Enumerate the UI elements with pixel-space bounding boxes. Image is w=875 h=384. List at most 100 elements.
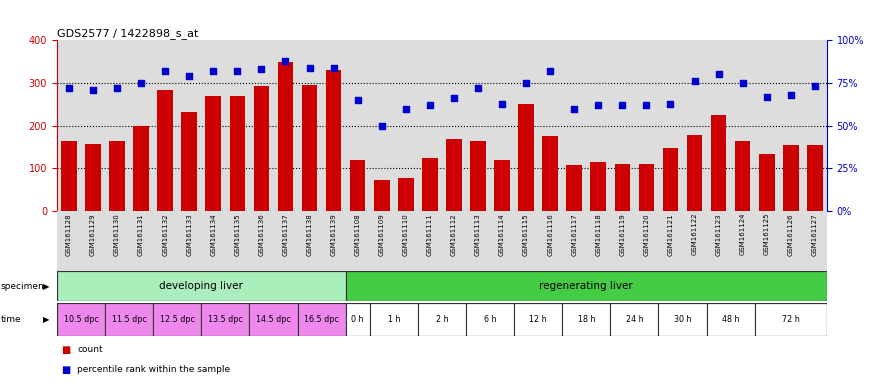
Bar bbox=[206, 96, 221, 211]
Bar bbox=[158, 90, 173, 211]
Bar bbox=[57, 271, 346, 301]
Text: GSM161132: GSM161132 bbox=[162, 213, 168, 256]
Text: 1 h: 1 h bbox=[388, 315, 400, 324]
Text: GSM161136: GSM161136 bbox=[258, 213, 264, 256]
Point bbox=[447, 95, 461, 101]
Point bbox=[399, 106, 413, 112]
Text: GSM161117: GSM161117 bbox=[571, 213, 578, 256]
Bar bbox=[470, 141, 486, 211]
Bar bbox=[807, 145, 822, 211]
Text: 24 h: 24 h bbox=[626, 315, 643, 324]
Bar bbox=[61, 141, 77, 211]
Point bbox=[351, 97, 365, 103]
Bar bbox=[466, 303, 514, 336]
Point bbox=[134, 80, 148, 86]
Bar bbox=[639, 164, 654, 211]
Text: GSM161134: GSM161134 bbox=[210, 213, 216, 256]
Bar bbox=[591, 162, 606, 211]
Point bbox=[567, 106, 581, 112]
Text: GSM161113: GSM161113 bbox=[475, 213, 481, 256]
Text: 11.5 dpc: 11.5 dpc bbox=[112, 315, 146, 324]
Point bbox=[326, 65, 340, 71]
Bar bbox=[754, 303, 827, 336]
Text: GSM161116: GSM161116 bbox=[547, 213, 553, 256]
Text: 0 h: 0 h bbox=[352, 315, 364, 324]
Text: 16.5 dpc: 16.5 dpc bbox=[304, 315, 339, 324]
Bar bbox=[326, 70, 341, 211]
Point bbox=[663, 101, 677, 107]
Point bbox=[86, 87, 100, 93]
Text: GSM161127: GSM161127 bbox=[812, 213, 818, 256]
Bar bbox=[298, 303, 346, 336]
Bar bbox=[542, 136, 558, 211]
Text: 48 h: 48 h bbox=[722, 315, 739, 324]
Text: 72 h: 72 h bbox=[782, 315, 800, 324]
Point bbox=[784, 92, 798, 98]
Text: GSM161126: GSM161126 bbox=[788, 213, 794, 256]
Point bbox=[110, 85, 124, 91]
Text: 6 h: 6 h bbox=[484, 315, 496, 324]
Point bbox=[519, 80, 533, 86]
Text: GSM161137: GSM161137 bbox=[283, 213, 289, 256]
Text: 18 h: 18 h bbox=[578, 315, 595, 324]
Point bbox=[62, 85, 76, 91]
Bar bbox=[707, 303, 754, 336]
Text: 10.5 dpc: 10.5 dpc bbox=[64, 315, 98, 324]
Bar bbox=[687, 135, 703, 211]
Text: 12.5 dpc: 12.5 dpc bbox=[160, 315, 194, 324]
Text: GSM161109: GSM161109 bbox=[379, 213, 385, 256]
Bar bbox=[181, 112, 197, 211]
Text: 14.5 dpc: 14.5 dpc bbox=[256, 315, 290, 324]
Point bbox=[615, 102, 629, 108]
Point bbox=[278, 58, 292, 64]
Point bbox=[374, 123, 388, 129]
Point bbox=[543, 68, 557, 74]
Point bbox=[423, 102, 437, 108]
Text: percentile rank within the sample: percentile rank within the sample bbox=[77, 365, 230, 374]
Bar bbox=[346, 303, 370, 336]
Text: regenerating liver: regenerating liver bbox=[539, 281, 634, 291]
Bar bbox=[566, 165, 582, 211]
Text: time: time bbox=[1, 315, 22, 324]
Bar bbox=[229, 96, 245, 211]
Point bbox=[495, 101, 509, 107]
Text: GDS2577 / 1422898_s_at: GDS2577 / 1422898_s_at bbox=[57, 28, 199, 39]
Point bbox=[711, 71, 725, 78]
Point bbox=[158, 68, 172, 74]
Point bbox=[640, 102, 654, 108]
Bar bbox=[302, 85, 318, 211]
Text: GSM161129: GSM161129 bbox=[90, 213, 96, 256]
Text: GSM161108: GSM161108 bbox=[354, 213, 360, 256]
Bar bbox=[153, 303, 201, 336]
Text: GSM161115: GSM161115 bbox=[523, 213, 529, 256]
Text: 2 h: 2 h bbox=[436, 315, 448, 324]
Bar bbox=[133, 126, 149, 211]
Bar bbox=[350, 160, 366, 211]
Bar bbox=[249, 303, 298, 336]
Bar bbox=[418, 303, 466, 336]
Bar bbox=[422, 158, 438, 211]
Text: 30 h: 30 h bbox=[674, 315, 691, 324]
Bar bbox=[518, 104, 534, 211]
Bar bbox=[446, 139, 462, 211]
Text: GSM161119: GSM161119 bbox=[620, 213, 626, 256]
Text: GSM161139: GSM161139 bbox=[331, 213, 337, 256]
Bar bbox=[662, 148, 678, 211]
Point bbox=[808, 83, 822, 89]
Bar bbox=[759, 154, 774, 211]
Bar bbox=[370, 303, 418, 336]
Point bbox=[255, 66, 269, 73]
Text: developing liver: developing liver bbox=[159, 281, 243, 291]
Bar bbox=[109, 141, 125, 211]
Text: GSM161128: GSM161128 bbox=[66, 213, 72, 256]
Text: ■: ■ bbox=[61, 364, 71, 375]
Text: GSM161131: GSM161131 bbox=[138, 213, 144, 256]
Bar bbox=[659, 303, 707, 336]
Bar bbox=[254, 86, 270, 211]
Text: GSM161133: GSM161133 bbox=[186, 213, 192, 256]
Bar bbox=[201, 303, 249, 336]
Text: GSM161135: GSM161135 bbox=[234, 213, 241, 256]
Text: ▶: ▶ bbox=[43, 281, 49, 291]
Text: GSM161122: GSM161122 bbox=[691, 213, 697, 255]
Text: 13.5 dpc: 13.5 dpc bbox=[208, 315, 242, 324]
